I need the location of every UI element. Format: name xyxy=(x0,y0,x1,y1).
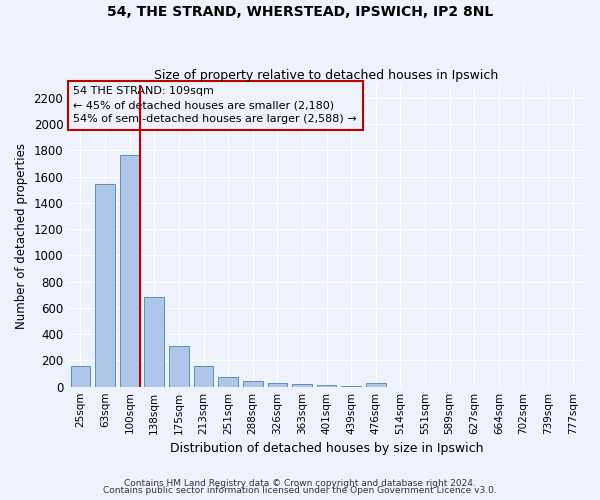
Bar xyxy=(218,377,238,386)
Bar xyxy=(169,346,189,387)
Bar xyxy=(268,384,287,386)
Bar xyxy=(95,184,115,386)
Text: 54 THE STRAND: 109sqm
← 45% of detached houses are smaller (2,180)
54% of semi-d: 54 THE STRAND: 109sqm ← 45% of detached … xyxy=(73,86,357,124)
Text: Contains HM Land Registry data © Crown copyright and database right 2024.: Contains HM Land Registry data © Crown c… xyxy=(124,478,476,488)
Title: Size of property relative to detached houses in Ipswich: Size of property relative to detached ho… xyxy=(154,69,499,82)
Text: 54, THE STRAND, WHERSTEAD, IPSWICH, IP2 8NL: 54, THE STRAND, WHERSTEAD, IPSWICH, IP2 … xyxy=(107,5,493,19)
X-axis label: Distribution of detached houses by size in Ipswich: Distribution of detached houses by size … xyxy=(170,442,484,455)
Bar xyxy=(120,156,140,386)
Bar xyxy=(366,384,386,386)
Bar xyxy=(71,366,91,386)
Bar xyxy=(243,382,263,386)
Text: Contains public sector information licensed under the Open Government Licence v3: Contains public sector information licen… xyxy=(103,486,497,495)
Bar xyxy=(292,384,312,386)
Bar xyxy=(145,298,164,386)
Bar xyxy=(194,366,214,386)
Y-axis label: Number of detached properties: Number of detached properties xyxy=(15,142,28,328)
